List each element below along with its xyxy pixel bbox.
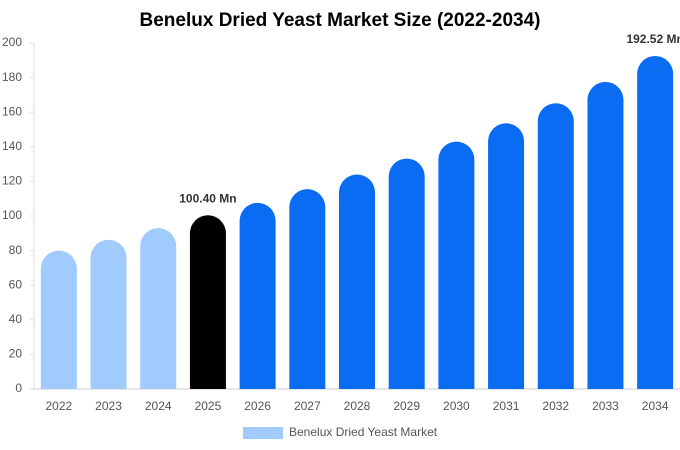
chart-title: Benelux Dried Yeast Market Size (2022-20… <box>140 10 541 31</box>
x-tick-label: 2025 <box>195 399 222 413</box>
data-label: 192.52 Mn <box>626 32 680 46</box>
x-tick-label: 2033 <box>592 399 619 413</box>
data-label: 100.40 Mn <box>179 191 236 205</box>
legend-label: Benelux Dried Yeast Market <box>289 425 438 439</box>
y-tick-label: 120 <box>2 174 22 188</box>
y-tick-label: 0 <box>15 381 22 395</box>
bar <box>339 174 375 389</box>
y-tick-label: 100 <box>2 208 22 222</box>
bar <box>637 55 674 389</box>
x-tick-label: 2022 <box>45 399 72 413</box>
y-tick-label: 60 <box>9 277 23 291</box>
y-tick-label: 200 <box>2 35 22 49</box>
x-tick-label: 2027 <box>294 399 321 413</box>
y-tick-label: 160 <box>2 104 22 118</box>
x-tick-label: 2034 <box>642 399 669 413</box>
bar <box>537 103 574 389</box>
bar <box>488 123 525 389</box>
x-tick-label: 2030 <box>443 399 470 413</box>
bar <box>189 215 226 389</box>
bar <box>388 158 425 389</box>
x-tick-label: 2029 <box>393 399 420 413</box>
x-tick-label: 2023 <box>95 399 122 413</box>
y-tick-label: 140 <box>2 139 22 153</box>
bar <box>140 228 177 389</box>
bar <box>239 202 276 389</box>
x-tick-label: 2026 <box>244 399 271 413</box>
bar <box>289 189 326 389</box>
bar <box>587 81 624 390</box>
x-tick-label: 2028 <box>344 399 371 413</box>
bar <box>90 239 127 389</box>
x-tick-label: 2031 <box>493 399 520 413</box>
y-tick-label: 80 <box>9 243 23 257</box>
y-tick-label: 40 <box>9 312 23 326</box>
x-tick-label: 2024 <box>145 399 172 413</box>
y-tick-label: 20 <box>9 347 23 361</box>
x-tick-label: 2032 <box>542 399 569 413</box>
y-tick-label: 180 <box>2 70 22 84</box>
legend-swatch <box>243 427 283 439</box>
bar <box>438 141 475 389</box>
bar <box>40 250 77 389</box>
